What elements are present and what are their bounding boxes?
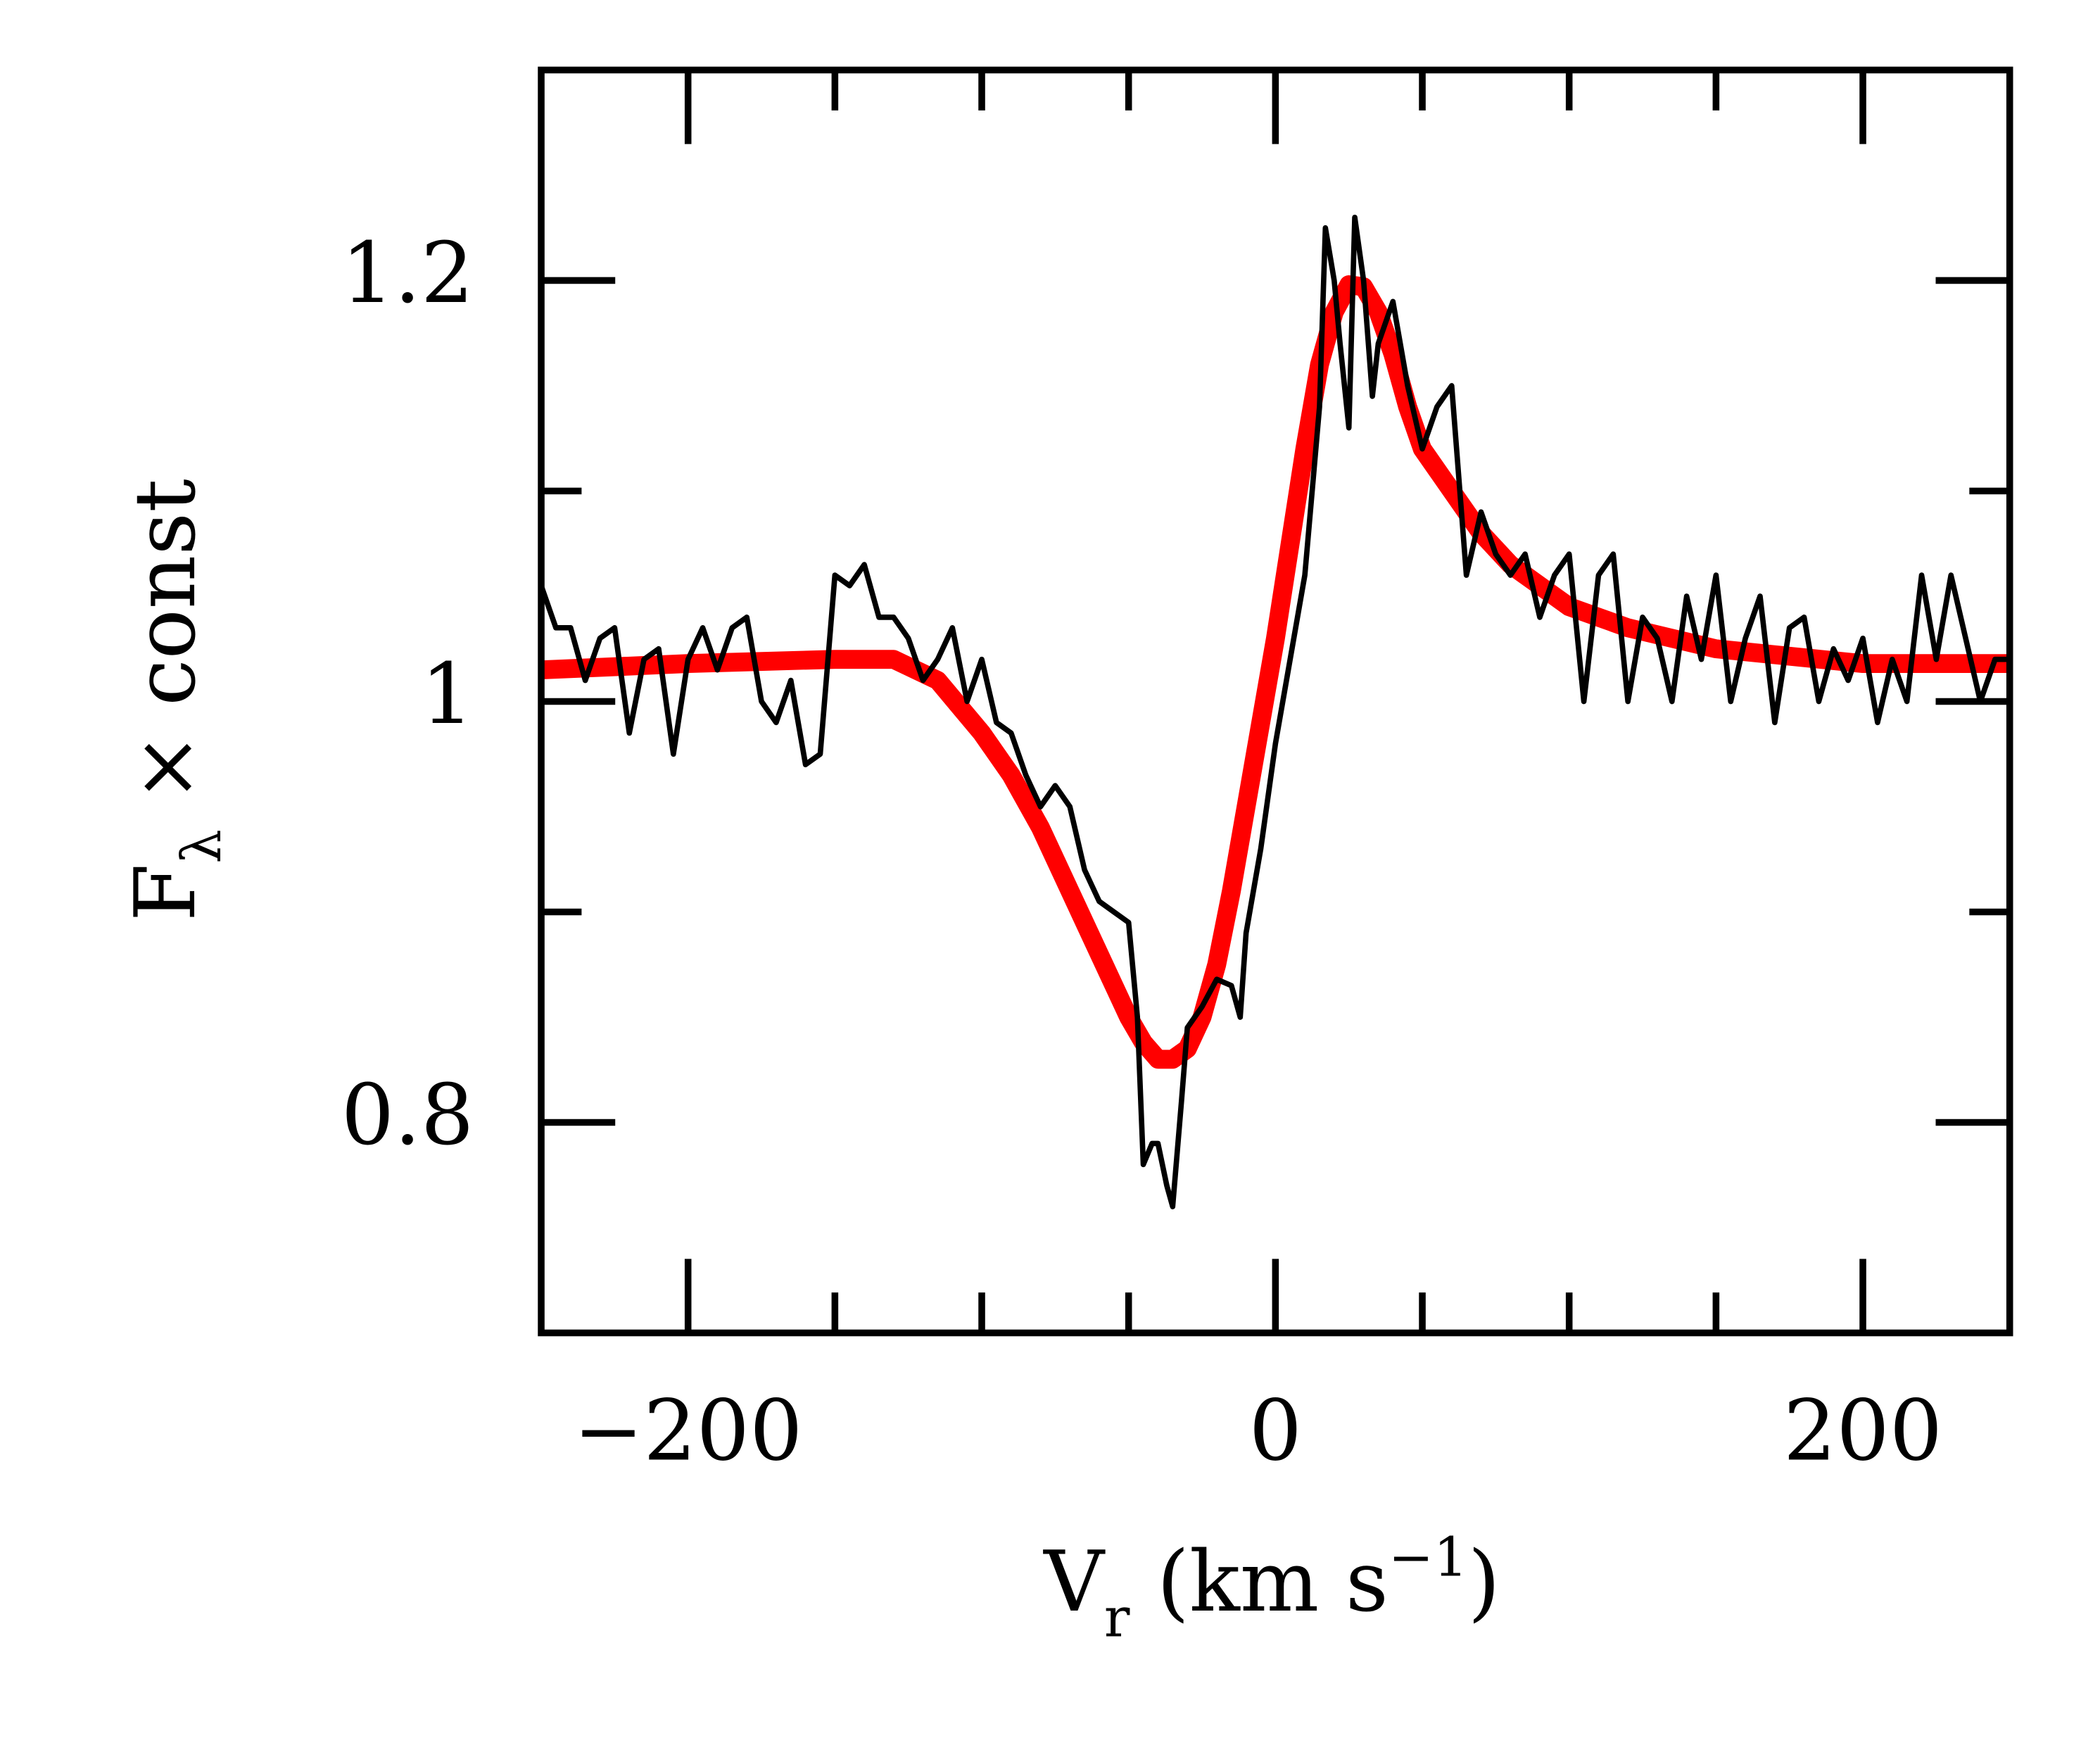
y-label-main: F	[117, 864, 214, 921]
x-tick-label: −200	[574, 1382, 803, 1479]
y-tick-label: 1	[421, 646, 474, 743]
x-tick-label: 200	[1783, 1382, 1942, 1479]
y-tick-label: 1.2	[341, 225, 474, 322]
line-series	[541, 275, 2010, 1069]
x-label-close: )	[1468, 1532, 1500, 1630]
y-label-sub: λ	[171, 829, 234, 864]
x-label-sub: r	[1104, 1587, 1130, 1650]
line-series	[541, 214, 2010, 1209]
y-tick-label: 0.8	[341, 1066, 474, 1164]
x-label-sup: −1	[1389, 1527, 1468, 1589]
plot-frame	[538, 66, 2013, 1337]
y-label-rest: × const	[117, 479, 214, 802]
x-label-unit: (km s	[1157, 1532, 1389, 1630]
x-label-main: V	[1042, 1532, 1106, 1630]
x-axis-label: Vr (km s−1)	[1042, 1527, 1500, 1650]
x-tick-label: 0	[1249, 1382, 1302, 1479]
y-axis-label: Fλ × const	[117, 479, 234, 921]
